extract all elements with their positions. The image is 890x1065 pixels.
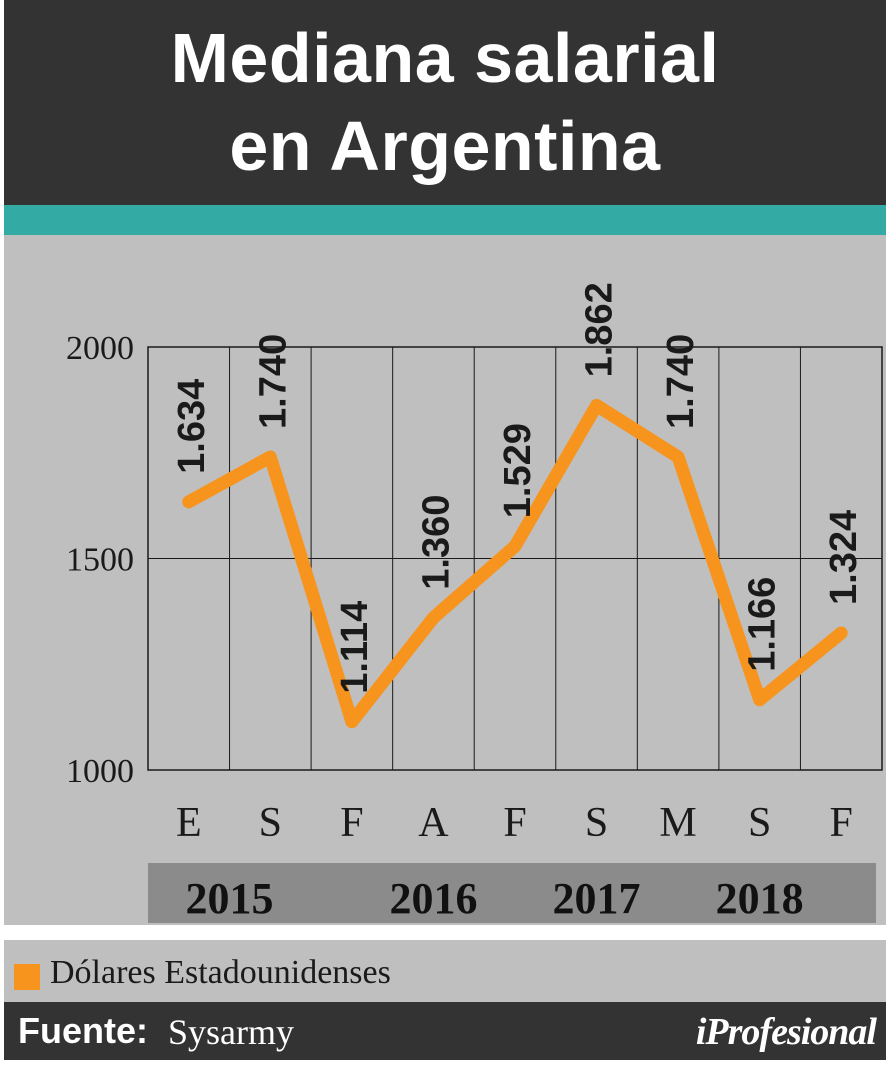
data-label: 1.740 [660,334,702,429]
dotted-divider [20,928,865,933]
brand-logo: iProfesional [695,1011,877,1053]
x-tick-label: M [659,800,696,846]
accent-stripe [4,205,886,235]
x-tick-label: A [418,800,449,846]
x-tick-label: S [259,800,282,846]
title-line-1: Mediana salarial [170,19,720,97]
y-tick-label: 1000 [66,753,134,790]
x-tick-label: S [748,800,771,846]
data-label: 1.114 [334,601,376,694]
title-line-2: en Argentina [229,107,661,185]
series-line [182,398,848,729]
y-tick-label: 2000 [66,330,134,367]
year-label: 2015 [186,874,274,923]
year-label: 2018 [716,874,804,923]
legend-swatch [14,964,40,990]
x-tick-label: F [503,800,526,846]
data-label: 1.529 [497,423,539,518]
x-tick-label: F [830,800,853,846]
data-label: 1.740 [252,334,294,429]
x-tick-label: F [340,800,363,846]
year-label: 19 [889,874,890,923]
x-tick-label: E [176,800,202,846]
year-label: 2017 [553,874,641,923]
year-band [148,863,876,923]
data-label: 1.166 [742,577,784,672]
data-label: 1.634 [171,379,213,474]
data-label: 1.324 [823,510,865,605]
chart-title: Mediana salarial en Argentina [4,14,886,190]
chart-background [4,235,886,925]
legend-label: Dólares Estadounidenses [50,954,391,991]
x-tick-label: S [585,800,608,846]
line-chart: 2000 1500 1000 E S F A F S M S F 2015 2016 2017 2018 19 1… [66,282,890,923]
source-label: Fuente: [18,1010,148,1051]
footer: Fuente: Sysarmy iProfesional [4,1002,886,1060]
data-label: 1.862 [579,282,621,377]
title-banner: Mediana salarial en Argentina [4,0,886,205]
source-value: Sysarmy [168,1012,294,1052]
y-tick-label: 1500 [66,542,134,579]
legend: Dólares Estadounidenses [4,940,886,1002]
data-label: 1.360 [415,495,457,590]
year-label: 2016 [389,874,477,923]
